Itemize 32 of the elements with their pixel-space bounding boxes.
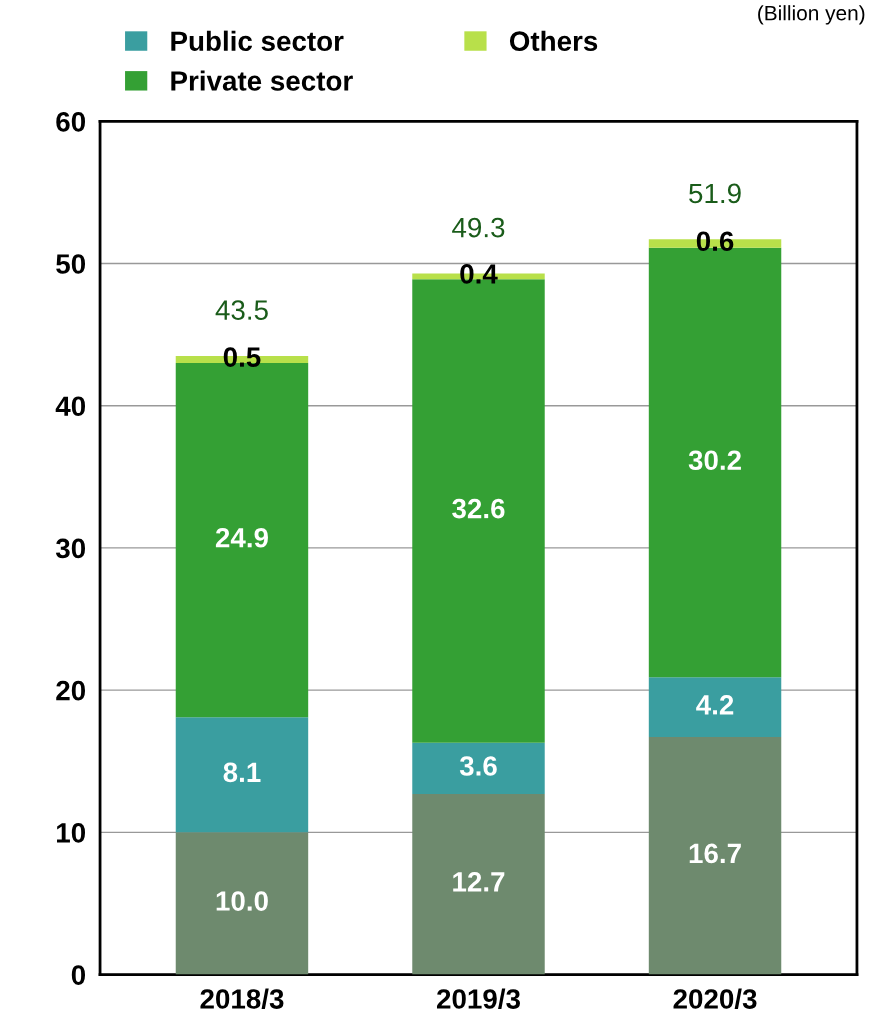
y-tick-label: 10	[57, 823, 86, 843]
y-tick-label: 50	[56, 254, 86, 274]
data-label: 12.7	[453, 872, 505, 892]
data-label: 32.6	[452, 498, 505, 519]
data-label: 16.7	[689, 843, 741, 864]
bar	[175, 717, 309, 833]
total-label: 49.3	[452, 217, 505, 238]
text: (Billion yen)	[758, 5, 865, 25]
y-tick-label: 30	[55, 538, 86, 559]
y-tick-label: 20	[56, 680, 86, 701]
data-label: 10.0	[216, 891, 268, 911]
x-tick-label: 2020/3	[673, 988, 757, 1010]
x-tick-label: 2018/3	[200, 988, 284, 1010]
total-label: 51.9	[689, 183, 741, 204]
y-tick-label: 40	[55, 396, 86, 417]
y-tick-label: 60	[56, 111, 86, 132]
bar	[412, 742, 545, 794]
bar	[175, 832, 309, 975]
data-label: 24.9	[215, 527, 268, 548]
bar	[648, 677, 782, 738]
data-label: 3.6	[459, 756, 497, 776]
data-label: 30.2	[688, 450, 741, 471]
legend-label: Others	[509, 30, 598, 52]
legend-label: Private sector	[171, 70, 353, 91]
bar	[648, 737, 782, 975]
x-tick-label: 2019/3	[436, 988, 520, 1010]
bar	[412, 793, 545, 975]
data-label: 8.1	[223, 762, 261, 783]
legend-label: Public sector	[171, 30, 344, 52]
data-label: 4.2	[696, 694, 734, 715]
total-label: 43.5	[215, 300, 268, 320]
y-tick-label: 0	[71, 965, 86, 985]
